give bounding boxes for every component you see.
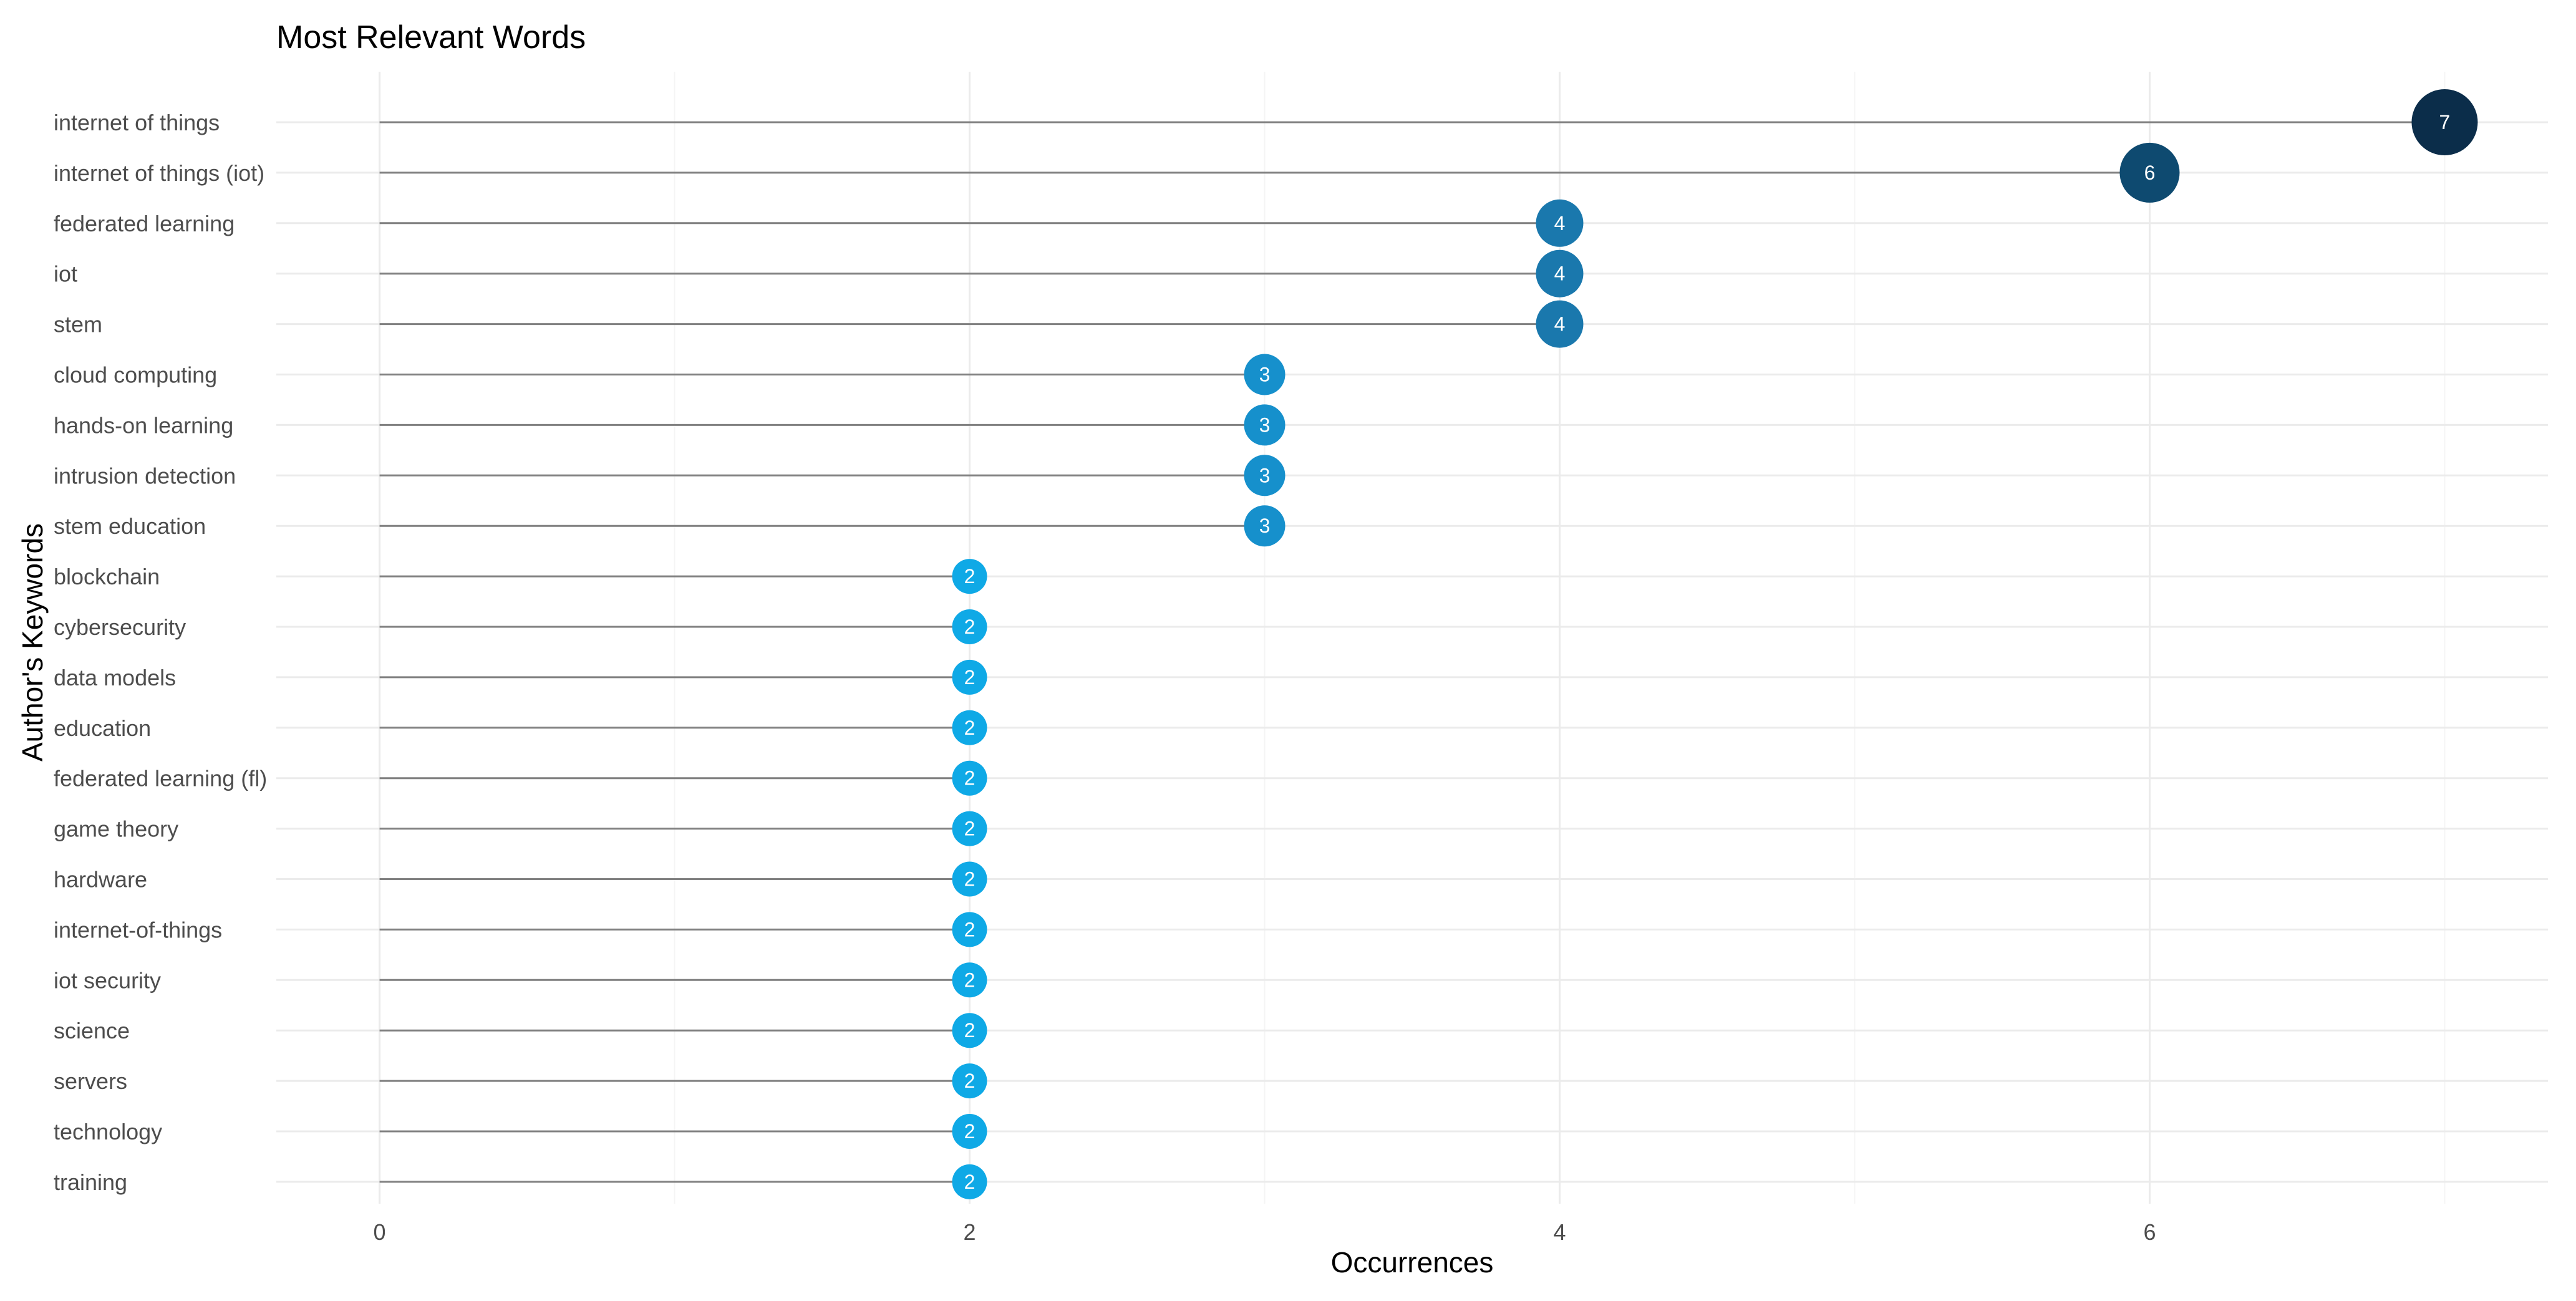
lollipop-point: [952, 760, 987, 796]
y-tick-label: technology: [54, 1119, 162, 1144]
lollipop-point: [1244, 404, 1286, 446]
data-label: 6: [2144, 162, 2156, 184]
data-label: 2: [964, 767, 976, 790]
x-tick-label: 6: [2143, 1219, 2156, 1245]
data-label: 4: [1554, 212, 1566, 235]
data-label: 2: [964, 969, 976, 991]
chart-title: Most Relevant Words: [276, 19, 586, 56]
y-tick-label: science: [54, 1018, 130, 1043]
lollipop-point: [1244, 354, 1286, 395]
lollipop-point: [1536, 249, 1584, 297]
data-label: 2: [964, 918, 976, 941]
data-label: 3: [1259, 414, 1271, 436]
point-layer: 7 6 4 4 4 3 3 3 3 2 2 2 2 2 2 2 2 2 2 2 2 2: [952, 89, 2478, 1199]
lollipop-point: [952, 811, 987, 846]
y-tick-label: cloud computing: [54, 362, 217, 388]
x-tick-label: 0: [374, 1219, 386, 1245]
lollipop-point: [952, 912, 987, 947]
lollipop-point: [1536, 199, 1584, 247]
label-layer: 0 2 4 6 internet of things internet of things…: [54, 110, 2156, 1245]
data-label: 2: [964, 1171, 976, 1193]
y-tick-label: hands-on learning: [54, 412, 233, 438]
lollipop-point: [952, 659, 987, 695]
lollipop-point: [1536, 300, 1584, 348]
y-tick-label: internet of things: [54, 110, 220, 135]
y-axis-title: Author's Keywords: [16, 523, 49, 762]
y-tick-label: intrusion detection: [54, 463, 236, 488]
lollipop-point: [952, 1114, 987, 1149]
lollipop-point: [952, 1013, 987, 1048]
y-tick-label: servers: [54, 1068, 127, 1094]
x-tick-label: 2: [964, 1219, 976, 1245]
y-tick-label: iot security: [54, 967, 161, 993]
data-label: 7: [2439, 111, 2451, 133]
stem-layer: [379, 121, 2445, 1183]
lollipop-point: [952, 962, 987, 998]
y-tick-label: federated learning (fl): [54, 766, 267, 791]
lollipop-point: [952, 710, 987, 745]
data-label: 3: [1259, 515, 1271, 537]
data-label: 3: [1259, 464, 1271, 486]
y-tick-label: iot: [54, 261, 77, 287]
lollipop-point: [1244, 455, 1286, 496]
lollipop-point: [952, 609, 987, 644]
data-label: 4: [1554, 263, 1566, 285]
data-label: 2: [964, 868, 976, 891]
data-label: 2: [964, 1019, 976, 1042]
y-tick-label: stem education: [54, 513, 206, 539]
lollipop-point: [1244, 505, 1286, 547]
y-tick-label: stem: [54, 312, 102, 337]
data-label: 2: [964, 1120, 976, 1143]
x-axis-title: Occurrences: [1331, 1246, 1494, 1279]
data-label: 2: [964, 717, 976, 739]
data-label: 2: [964, 565, 976, 588]
y-tick-label: training: [54, 1169, 127, 1195]
y-tick-label: internet of things (iot): [54, 160, 264, 186]
y-tick-label: federated learning: [54, 211, 235, 236]
y-tick-label: data models: [54, 665, 176, 690]
grid-layer: [276, 72, 2548, 1204]
y-tick-label: cybersecurity: [54, 614, 186, 640]
y-tick-label: game theory: [54, 816, 178, 842]
lollipop-point: [952, 559, 987, 594]
data-label: 2: [964, 1070, 976, 1092]
data-label: 4: [1554, 313, 1566, 336]
data-label: 2: [964, 818, 976, 840]
data-label: 2: [964, 666, 976, 689]
y-tick-label: education: [54, 715, 151, 741]
lollipop-point: [2411, 89, 2478, 155]
lollipop-point: [2119, 142, 2180, 203]
y-tick-label: hardware: [54, 867, 147, 892]
data-label: 3: [1259, 364, 1271, 386]
data-label: 2: [964, 616, 976, 638]
lollipop-point: [952, 861, 987, 897]
y-tick-label: internet-of-things: [54, 917, 222, 942]
lollipop-point: [952, 1063, 987, 1099]
y-tick-label: blockchain: [54, 564, 160, 589]
lollipop-point: [952, 1164, 987, 1199]
x-tick-label: 4: [1553, 1219, 1566, 1245]
